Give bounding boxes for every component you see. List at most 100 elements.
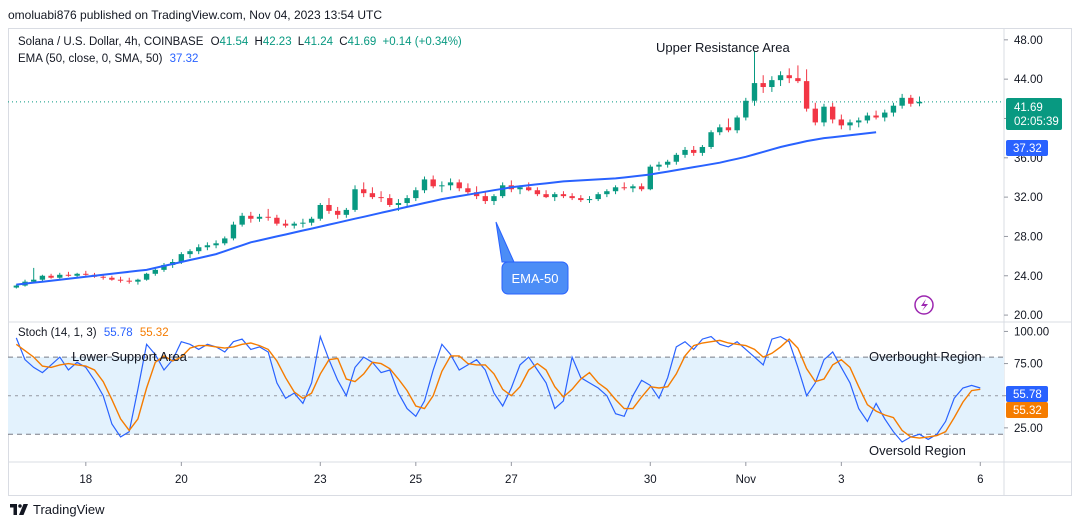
candle-body [57,274,63,278]
candle [499,182,506,199]
candle [135,278,141,285]
candle-body [664,161,671,165]
candle [491,194,497,205]
time-tick-label: Nov [736,474,757,486]
candle [265,208,271,221]
flash-icon[interactable] [914,295,934,315]
candle-body [491,196,497,202]
candle [143,272,150,281]
stoch-legend[interactable]: Stoch (14, 1, 3) 55.78 55.32 [18,327,169,339]
candle-body [873,115,879,118]
candle-body [31,279,37,282]
high-label: H [254,36,263,48]
candle-body [638,186,645,190]
candle [899,93,905,109]
candle-body [552,194,558,198]
symbol-title[interactable]: Solana / U.S. Dollar, 4h, COINBASE [18,36,204,48]
candle [31,267,37,283]
candle-body [456,182,462,189]
candle [256,213,263,222]
upper-resistance-label: Upper Resistance Area [656,40,790,55]
candle-body [100,276,106,278]
candle [795,65,801,84]
candle [317,203,323,221]
candle [543,190,549,199]
ema-50-callout[interactable]: EMA-50 [495,221,569,295]
candle [126,277,132,284]
stoch-k-legend-value: 55.78 [103,327,133,339]
candle [526,182,532,192]
time-axis-ticks: 18 20 23 25 27 30 Nov 3 6 [79,462,983,486]
candle [534,187,541,197]
candle [187,249,193,259]
time-tick-label: 30 [644,474,657,486]
candle [699,145,706,156]
candle-body [864,115,871,121]
candle-body [482,196,488,202]
ema-legend-value: 37.32 [169,53,199,65]
candle-body [126,280,132,282]
ema-legend[interactable]: EMA (50, close, 0, SMA, 50) 37.32 [18,53,198,65]
candle-body [465,188,471,193]
candle [48,273,54,279]
candle-body [239,215,245,225]
candle [717,124,723,136]
callout-box [501,261,569,295]
candle-body [751,83,758,101]
candle [204,242,211,251]
candle [829,102,836,124]
candle [196,244,202,255]
candle [882,109,888,122]
candle [248,211,254,223]
countdown-value: 02:05:39 [1014,116,1059,128]
candle-body [152,269,158,274]
stoch-d-line [15,338,981,439]
candle-body [682,149,688,155]
candle-body [230,224,237,239]
candle-body [326,204,332,211]
candle [630,184,636,193]
candle-body [847,122,853,126]
candle-body [317,204,323,219]
candle-body [117,279,124,281]
last-price-value: 41.69 [1014,102,1043,114]
candle [274,214,280,226]
candle-body [187,251,193,255]
candle [161,262,167,272]
tradingview-logo[interactable]: TradingView [10,502,105,517]
candle-body [395,203,402,205]
price-legend: Solana / U.S. Dollar, 4h, COINBASE O41.5… [18,36,462,48]
candle-body [65,274,72,276]
candle-body [39,275,46,280]
ema-legend-label: EMA (50, close, 0, SMA, 50) [18,53,163,65]
last-price-badge: 41.69 02:05:39 [1006,98,1062,130]
candle [560,191,567,199]
candle-body [135,279,141,282]
tradingview-brand: TradingView [33,502,105,517]
candle [300,218,306,228]
candle-body [691,149,697,153]
candle-body [743,100,749,118]
ema-price-value: 37.32 [1013,143,1042,155]
candle-body [83,273,89,275]
lower-support-label: Lower Support Area [72,349,188,364]
callout-pointer [495,221,515,263]
candle [656,161,662,171]
tradingview-logo-icon [10,504,28,515]
price-tick-label: 20.00 [1014,310,1043,322]
candle [908,94,914,107]
stoch-k-badge: 55.78 [1006,386,1048,402]
candle [361,182,367,198]
candle-body [282,223,289,226]
candle-body [447,182,454,186]
stoch-k-value: 55.78 [1013,389,1042,401]
candle-body [517,187,523,190]
candle-body [612,187,619,192]
candle [595,192,601,202]
oversold-label: Oversold Region [869,443,966,458]
candle-body [908,97,914,104]
candle [812,102,818,126]
